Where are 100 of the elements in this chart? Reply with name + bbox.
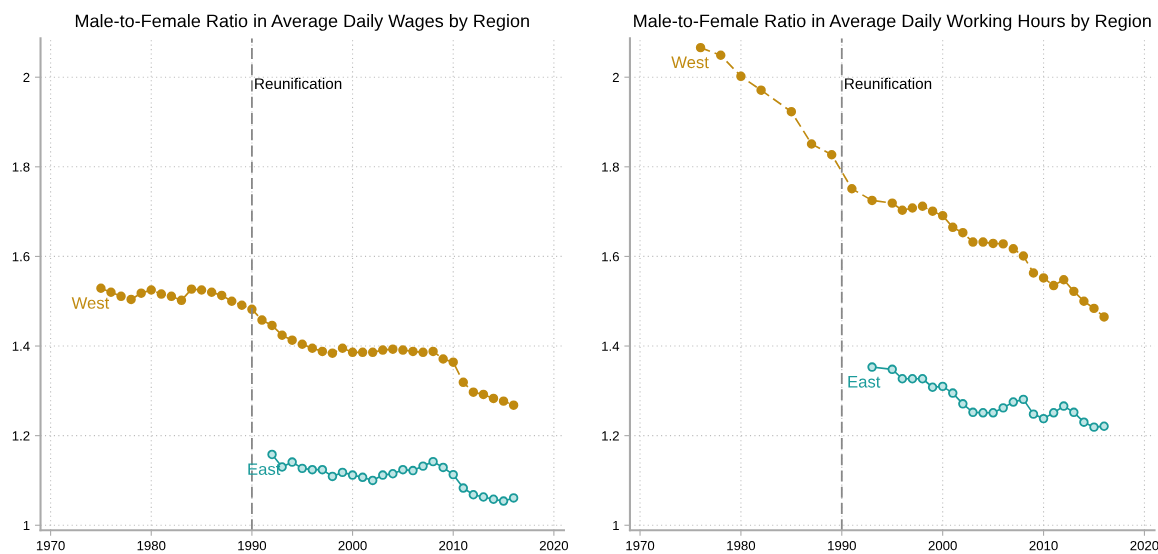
point: [408, 346, 418, 357]
point: [1048, 280, 1059, 291]
point: [327, 348, 338, 358]
point: [357, 472, 368, 483]
y-tick-label: 1.4: [602, 341, 620, 351]
y-tick-label: 1.2: [12, 431, 30, 441]
point: [937, 210, 948, 221]
point: [398, 464, 408, 475]
point: [1099, 312, 1109, 322]
point: [267, 320, 277, 331]
point: [937, 381, 948, 392]
point: [998, 239, 1008, 249]
point: [126, 294, 136, 305]
y-tick-label: 1: [23, 520, 30, 531]
point: [448, 469, 458, 480]
point: [927, 206, 938, 216]
point: [287, 335, 297, 345]
point: [498, 496, 509, 506]
point: [1008, 244, 1019, 254]
point: [146, 285, 156, 295]
point: [277, 330, 287, 341]
point: [988, 238, 998, 249]
x-tick-label: 1980: [137, 540, 166, 551]
x-tick-label: 2020: [1130, 540, 1158, 551]
point: [347, 470, 358, 480]
point: [287, 457, 297, 467]
point: [216, 290, 227, 301]
point: [867, 195, 877, 206]
point: [716, 50, 726, 60]
point: [347, 347, 358, 358]
point: [958, 227, 968, 238]
point: [948, 222, 958, 233]
point: [438, 462, 448, 473]
y-tick-label: 1: [613, 520, 619, 531]
point: [1059, 274, 1069, 285]
point: [1008, 397, 1019, 407]
x-tick-label: 2000: [338, 540, 367, 551]
point: [887, 198, 897, 208]
point: [468, 387, 479, 397]
x-tick-label: 2000: [928, 540, 957, 551]
series-label: West: [71, 297, 110, 309]
point: [257, 315, 267, 325]
point: [136, 288, 146, 298]
series-label: West: [671, 56, 709, 69]
point: [337, 467, 348, 478]
point: [998, 403, 1008, 413]
point: [448, 357, 458, 367]
point: [1069, 407, 1079, 418]
series-label: East: [248, 463, 281, 476]
point: [378, 345, 388, 355]
point: [307, 464, 318, 475]
point: [736, 71, 746, 82]
point: [176, 295, 187, 306]
point: [116, 291, 126, 302]
point: [488, 393, 499, 404]
point: [1038, 413, 1049, 424]
point: [968, 407, 978, 418]
point: [357, 347, 368, 358]
point: [468, 490, 479, 500]
point: [1089, 422, 1099, 432]
ref-line-label: Reunification: [845, 77, 932, 90]
point: [968, 237, 978, 247]
point: [1018, 394, 1029, 405]
point: [498, 396, 509, 406]
point: [978, 408, 988, 418]
point: [1028, 409, 1039, 419]
point: [478, 389, 489, 400]
point: [948, 388, 958, 398]
point: [206, 287, 217, 297]
x-tick-label: 2020: [539, 540, 569, 551]
point: [1038, 273, 1049, 283]
y-tick-label: 2: [23, 72, 30, 82]
point: [307, 343, 318, 353]
point: [317, 464, 328, 475]
point: [907, 203, 918, 213]
point: [367, 475, 378, 486]
point: [1048, 408, 1059, 418]
x-tick-label: 1990: [828, 540, 856, 551]
point: [847, 184, 857, 194]
point: [695, 42, 706, 53]
point: [826, 149, 837, 160]
point: [988, 408, 998, 418]
point: [488, 494, 499, 504]
point: [186, 284, 197, 294]
point: [917, 374, 928, 384]
y-tick-label: 2: [612, 72, 619, 82]
point: [806, 139, 817, 149]
point: [927, 382, 938, 392]
point: [367, 347, 378, 358]
point: [958, 399, 968, 409]
point: [317, 346, 328, 357]
chart-title: Male-to-Female Ratio in Average Daily Wages by Region: [75, 14, 529, 31]
point: [917, 201, 928, 211]
point: [508, 400, 519, 410]
point: [196, 285, 207, 295]
point: [418, 461, 428, 471]
point: [398, 345, 408, 355]
y-tick-label: 1.8: [602, 162, 619, 172]
point: [1089, 303, 1099, 314]
point: [378, 470, 388, 480]
